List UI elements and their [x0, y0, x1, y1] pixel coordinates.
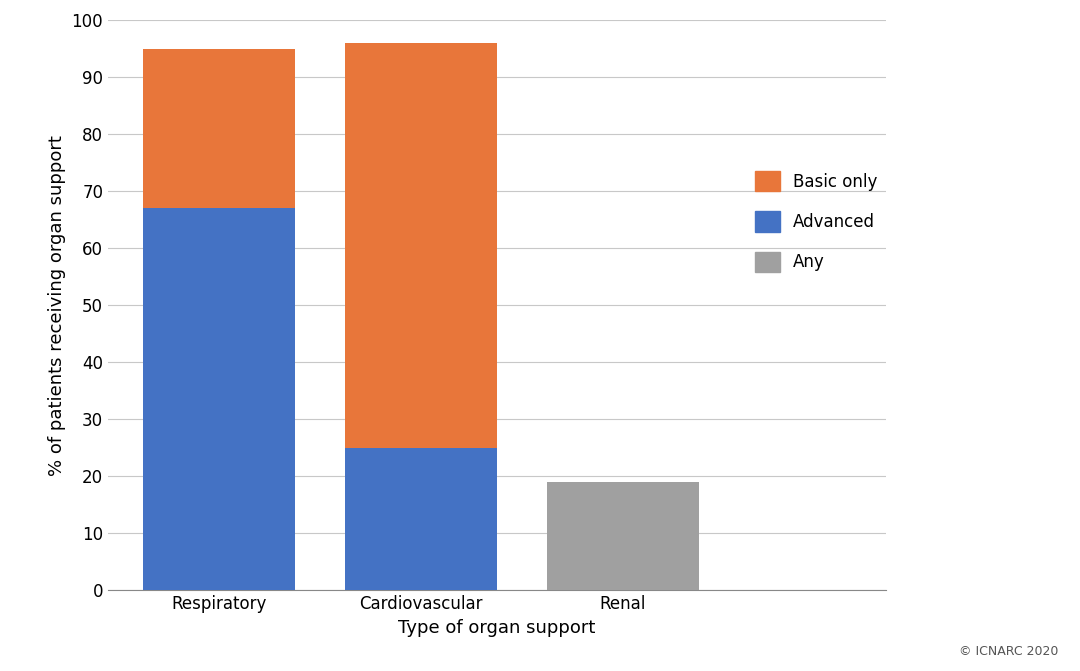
Bar — [144, 49, 295, 208]
Bar — [548, 482, 699, 590]
Text: © ICNARC 2020: © ICNARC 2020 — [959, 645, 1058, 658]
Y-axis label: % of patients receiving organ support: % of patients receiving organ support — [48, 135, 66, 476]
Bar — [144, 208, 295, 590]
Bar — [346, 448, 497, 590]
Bar — [346, 43, 497, 448]
Legend: Basic only, Advanced, Any: Basic only, Advanced, Any — [755, 171, 877, 272]
X-axis label: Type of organ support: Type of organ support — [399, 619, 595, 637]
